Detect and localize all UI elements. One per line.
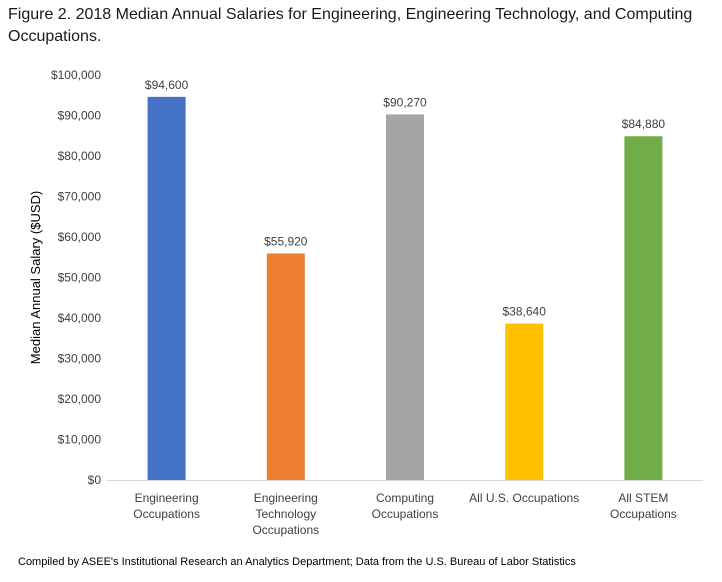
y-axis-ticks: $0 $10,000 $20,000 $30,000 $40,000 $50,000 $60… xyxy=(51,68,101,487)
y-tick-label: $20,000 xyxy=(58,392,102,406)
data-label: $94,600 xyxy=(145,78,189,92)
category-label: Computing Occupations xyxy=(372,491,439,521)
bar xyxy=(386,114,424,481)
bar xyxy=(505,323,544,480)
category-labels: Engineering Occupations Engineering Technol… xyxy=(133,491,677,537)
category-label: All STEM Occupations xyxy=(610,491,677,521)
data-label: $55,920 xyxy=(264,235,308,249)
category-label: Engineering Technology Occupations xyxy=(252,491,319,537)
y-tick-label: $80,000 xyxy=(58,149,102,163)
data-label: $38,640 xyxy=(503,305,547,319)
y-tick-label: $60,000 xyxy=(58,230,102,244)
y-tick-label: $100,000 xyxy=(51,68,101,82)
data-label: $84,880 xyxy=(622,117,666,131)
data-labels: $94,600 $55,920 $90,270 $38,640 $84,880 xyxy=(145,78,666,319)
bar xyxy=(147,96,186,481)
footer-note: Compiled by ASEE's Institutional Researc… xyxy=(18,556,576,568)
chart-title: Figure 2. 2018 Median Annual Salaries fo… xyxy=(8,6,693,45)
y-tick-label: $90,000 xyxy=(58,109,102,123)
category-label: Engineering Occupations xyxy=(133,491,200,521)
y-tick-label: $40,000 xyxy=(58,311,102,325)
y-tick-label: $70,000 xyxy=(58,190,102,204)
bars xyxy=(147,96,663,481)
y-axis-label: Median Annual Salary ($USD) xyxy=(28,191,43,364)
y-tick-label: $10,000 xyxy=(58,433,102,447)
data-label: $90,270 xyxy=(383,95,427,109)
y-tick-label: $0 xyxy=(88,473,102,487)
y-tick-label: $30,000 xyxy=(58,352,102,366)
bar xyxy=(266,253,305,480)
category-label: All U.S. Occupations xyxy=(469,491,579,505)
bar xyxy=(624,136,663,480)
y-tick-label: $50,000 xyxy=(58,271,102,285)
